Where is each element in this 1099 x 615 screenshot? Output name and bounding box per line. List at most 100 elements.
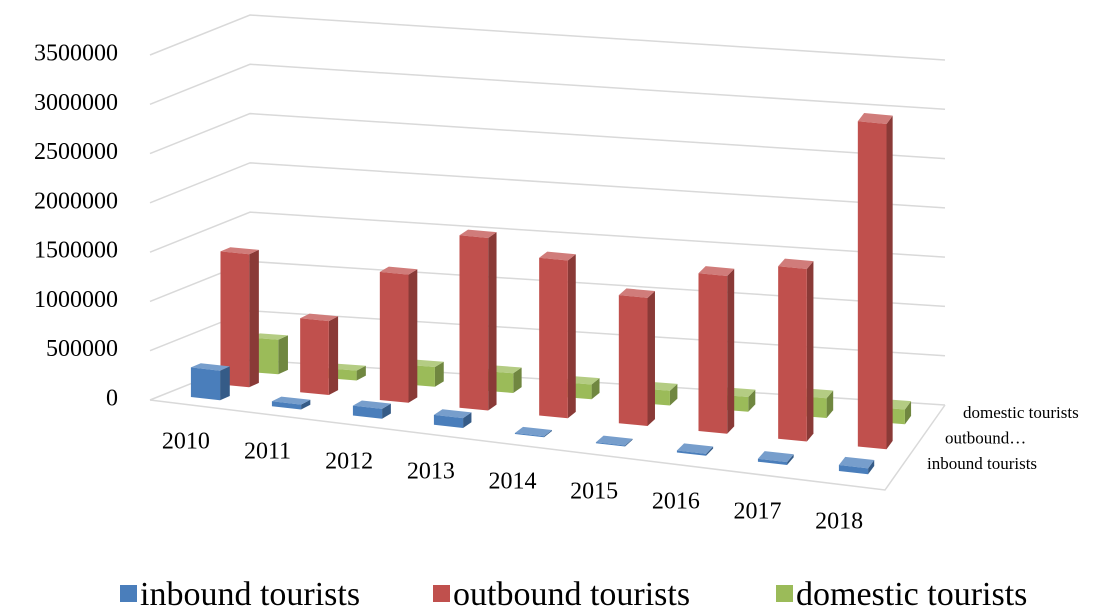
bar-top [352,400,391,409]
x-tick-label: 2010 [162,429,210,455]
legend-swatch [120,585,137,602]
bar [539,251,576,419]
grid-line [149,162,946,209]
bar-front [539,257,568,419]
bar [190,363,230,401]
bar-side [748,389,756,412]
x-tick-label: 2017 [734,499,782,525]
bar-top [838,456,875,469]
legend-swatch [776,585,793,602]
bar-side [904,401,912,425]
bar-top [514,426,552,437]
legend-label: outbound tourists [453,576,690,613]
bar-front [838,465,869,475]
bar-top [433,409,472,419]
bar-front [778,266,807,442]
bar-side [463,412,472,429]
bar-top [676,443,714,454]
depth-label: domestic tourists [963,403,1079,422]
bar-top [190,363,230,371]
bar-front [698,273,728,434]
x-tick-label: 2018 [815,509,863,535]
bar-front [459,235,489,411]
bar-side [382,403,391,419]
bar-side [513,367,522,393]
bar-top [300,313,339,322]
bar-side [826,390,834,418]
bar [778,258,814,442]
bar-top [459,229,497,239]
bar [857,113,893,450]
y-tick-label: 1000000 [34,287,118,313]
bar [271,396,311,410]
bar [595,435,633,447]
bar [220,247,259,388]
bar-top [379,266,418,275]
bar [676,443,714,456]
bar-side [249,249,259,388]
bar-side [434,361,444,387]
x-tick-label: 2014 [489,469,537,495]
grid-line [149,14,946,61]
bar [459,229,497,411]
bar-side [278,335,288,375]
y-tick-label: 2000000 [34,188,118,214]
bar-top [618,288,655,298]
y-tick-label: 3000000 [34,90,118,116]
x-tick-label: 2011 [244,439,291,465]
bar-top [698,266,735,277]
bar-front [190,367,221,401]
bar-top [857,113,893,124]
bar-top [778,258,814,270]
bar-side [806,261,814,442]
x-tick-label: 2016 [652,489,700,515]
bar-side [328,316,339,396]
y-tick-label: 2500000 [34,139,118,165]
legend-label: inbound tourists [140,576,360,613]
grid-line [149,112,946,160]
depth-label: inbound tourists [927,454,1037,473]
bar-front [379,271,409,403]
bar-front [300,318,329,396]
bar [838,456,875,475]
x-tick-label: 2013 [407,459,455,485]
bar-side [591,378,600,400]
bar-top [595,435,633,446]
bar-front [857,121,887,450]
legend-swatch [433,585,450,602]
bar-side [544,429,552,438]
bar-top [757,451,794,463]
y-tick-label: 500000 [46,336,118,362]
x-tick-label: 2015 [570,479,618,505]
bar [698,266,735,434]
bar-top [250,333,288,340]
bar-side [408,269,418,403]
bar [618,288,655,427]
legend-label: domestic tourists [796,576,1027,613]
bar-side [356,365,366,381]
bar-front [271,401,302,410]
bar-side [868,460,875,475]
bar-top [220,247,259,255]
grid-line [149,211,946,258]
bar-front [220,251,250,388]
floor-edge [149,399,946,491]
bar-side [706,446,714,456]
y-tick-label: 0 [106,386,118,412]
y-tick-label: 3500000 [34,41,118,67]
bar [379,266,418,403]
bar-side [567,254,576,419]
bar-top [271,396,311,405]
bar-side [727,268,735,434]
bar-front [676,450,707,456]
bar-top [539,251,576,261]
bar-front [595,442,626,447]
bar [514,426,552,438]
bar-side [220,366,230,401]
bar-front [757,458,788,466]
bar-side [625,438,633,447]
x-tick-label: 2012 [325,449,373,475]
bar [433,409,472,429]
grid-line [149,63,946,111]
